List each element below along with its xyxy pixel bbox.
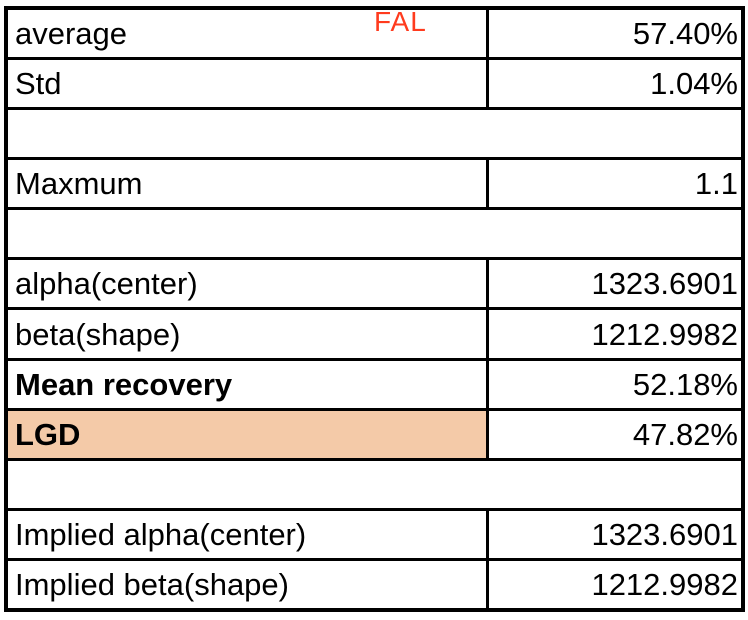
value-cell[interactable]: 1.1 xyxy=(694,166,738,202)
value-cell[interactable]: 1212.9982 xyxy=(591,316,738,352)
fal-annotation: FAL xyxy=(374,6,427,37)
label-cell[interactable]: Implied alpha(center) xyxy=(8,510,489,558)
label-cell[interactable]: LGD xyxy=(8,410,489,458)
label-cell[interactable]: Std xyxy=(8,60,489,108)
table-row: Std 1.04% xyxy=(8,60,741,111)
empty-row xyxy=(8,210,741,261)
label-cell[interactable]: alpha(center) xyxy=(8,260,489,308)
empty-cell[interactable] xyxy=(8,461,741,508)
table-row: beta(shape) 1212.9982 xyxy=(8,310,741,361)
label-cell[interactable]: average xyxy=(8,10,489,58)
value-cell[interactable]: 52.18% xyxy=(632,366,738,402)
stats-table: FAL average 57.40% Std 1.04% Maxmum 1.1 alpha(… xyxy=(4,6,745,612)
value-cell[interactable]: 1.04% xyxy=(650,66,738,102)
label-cell[interactable]: Maxmum xyxy=(8,160,489,208)
value-cell[interactable]: 1323.6901 xyxy=(591,516,738,552)
value-cell[interactable]: 1212.9982 xyxy=(591,566,738,602)
table-row: Maxmum 1.1 xyxy=(8,160,741,211)
value-cell[interactable]: 1323.6901 xyxy=(591,266,738,302)
table-row: Implied beta(shape) 1212.9982 xyxy=(8,560,741,608)
label-cell[interactable]: beta(shape) xyxy=(8,310,489,358)
label-cell[interactable]: Implied beta(shape) xyxy=(8,560,489,608)
table-row: alpha(center) 1323.6901 xyxy=(8,260,741,311)
table-row: Implied alpha(center) 1323.6901 xyxy=(8,510,741,561)
empty-row xyxy=(8,461,741,511)
value-cell[interactable]: 57.40% xyxy=(632,16,738,52)
empty-row xyxy=(8,110,741,161)
table-row: average 57.40% xyxy=(8,10,741,61)
table-row: LGD 47.82% xyxy=(8,410,741,461)
empty-cell[interactable] xyxy=(8,210,741,257)
label-cell[interactable]: Mean recovery xyxy=(8,360,489,408)
value-cell[interactable]: 47.82% xyxy=(632,416,738,452)
table-row: Mean recovery 52.18% xyxy=(8,360,741,411)
empty-cell[interactable] xyxy=(8,110,741,157)
